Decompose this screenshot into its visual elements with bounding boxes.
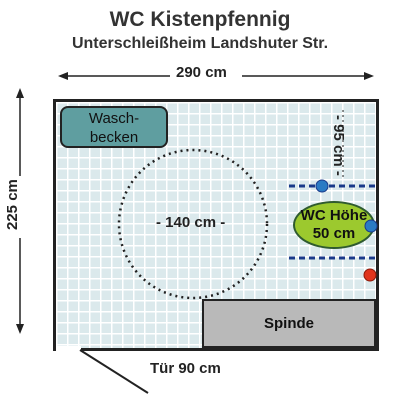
lockers: Spinde (202, 299, 376, 348)
flush-button-marker (315, 179, 329, 193)
turning-circle-label: - 140 cm - (156, 214, 226, 231)
door-opening (56, 346, 81, 354)
depth-arrow (16, 88, 24, 334)
emergency-button-marker (363, 268, 377, 282)
paper-holder-marker (364, 219, 378, 233)
wc-label-line2: 50 cm (312, 225, 356, 242)
door-label: Tür 90 cm (150, 360, 221, 377)
title: WC Kistenpfennig (109, 8, 291, 31)
sink-label-line2: becken (89, 129, 139, 146)
subtitle: Unterschleißheim Landshuter Str. (71, 35, 329, 52)
clearance-label: - 95 cm - (330, 115, 347, 176)
sink: Wasch- becken (60, 106, 168, 148)
turning-circle (117, 148, 269, 300)
wc-label-line1: WC Höhe (300, 207, 368, 224)
width-arrow (58, 72, 374, 80)
wc-toilet: WC Höhe 50 cm (293, 201, 375, 249)
sink-label-line1: Wasch- (88, 110, 140, 127)
door-leaf (79, 349, 149, 394)
width-label: 290 cm (176, 64, 227, 81)
